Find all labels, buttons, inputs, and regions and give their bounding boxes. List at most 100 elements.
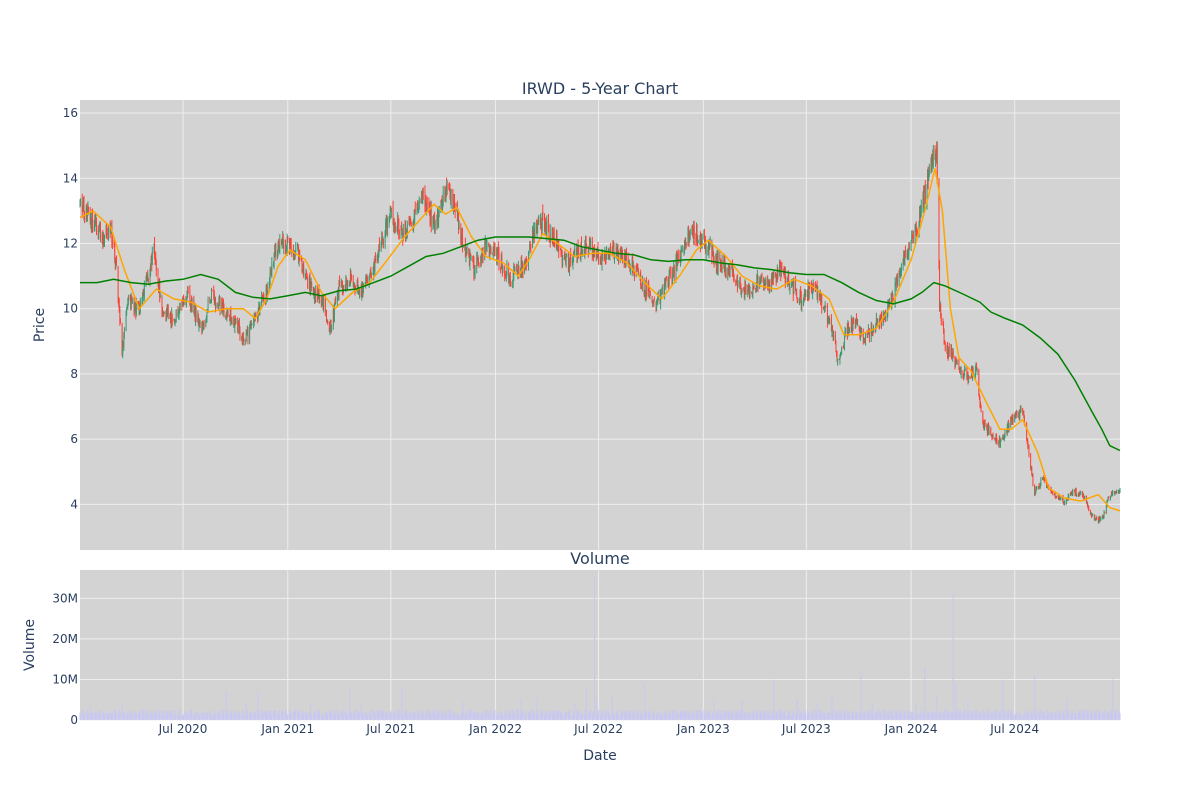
candle-body (956, 361, 958, 365)
volume-bar (1095, 712, 1097, 720)
volume-bar (488, 714, 490, 720)
x-tick-label: Jul 2020 (158, 722, 208, 736)
volume-bar (863, 714, 865, 720)
candle-body (445, 186, 447, 197)
candle-body (625, 254, 627, 266)
volume-bar (608, 714, 610, 720)
volume-bar (489, 714, 491, 720)
candle-body (565, 257, 567, 264)
candle-body (689, 233, 691, 241)
volume-bar (834, 710, 836, 720)
candle-body (950, 348, 952, 353)
volume-plot-area[interactable] (80, 570, 1120, 720)
candle-body (221, 298, 223, 312)
volume-bar (821, 709, 823, 720)
candle-body (958, 359, 960, 368)
volume-bar (289, 709, 291, 720)
candle-body (233, 320, 235, 327)
volume-bar (245, 713, 247, 720)
candle-body (106, 233, 108, 236)
price-plot-area[interactable] (80, 100, 1120, 550)
candle-body (197, 315, 199, 321)
candle-body (715, 257, 717, 264)
candle-body (130, 300, 132, 309)
candle-body (94, 215, 96, 224)
volume-bar (203, 713, 205, 720)
volume-bar (883, 714, 885, 720)
volume-bar (877, 709, 879, 720)
candle-body (486, 241, 488, 246)
candle-body (860, 331, 862, 333)
volume-bar (808, 711, 810, 720)
volume-bar (269, 711, 271, 720)
volume-bar (851, 711, 853, 720)
candle-body (736, 276, 738, 280)
volume-bar (773, 679, 775, 720)
volume-bar (954, 715, 956, 720)
volume-bar (693, 712, 695, 720)
candle-body (389, 218, 391, 221)
volume-bar (765, 710, 767, 720)
candle-body (209, 299, 211, 304)
candle-body (1090, 512, 1092, 514)
candle-body (807, 295, 808, 297)
volume-bar (1022, 714, 1024, 720)
candle-body (166, 308, 167, 319)
volume-bar (831, 695, 833, 720)
candle-body (608, 253, 610, 259)
x-tick-label: Jul 2022 (573, 722, 623, 736)
volume-bar (656, 711, 658, 720)
candle-body (982, 413, 984, 425)
volume-bar (1114, 709, 1116, 720)
volume-bar (241, 715, 243, 720)
volume-bar (263, 711, 265, 720)
volume-bar (181, 714, 183, 720)
candle-body (566, 255, 568, 257)
candle-body (800, 290, 802, 293)
candle-body (283, 245, 285, 248)
candle-body (269, 278, 270, 285)
volume-bar (639, 710, 641, 720)
volume-bar (154, 714, 156, 720)
candle-body (1055, 497, 1057, 499)
candle-body (864, 338, 865, 341)
candle-body (986, 426, 988, 428)
volume-bar (795, 713, 797, 720)
volume-bar (402, 715, 404, 720)
volume-bar (524, 710, 526, 720)
candle-body (912, 236, 914, 238)
candle-body (564, 256, 566, 258)
volume-bar (588, 714, 590, 720)
candle-body (761, 275, 763, 278)
candle-body (353, 283, 355, 286)
candle-body (990, 435, 992, 437)
volume-bar (785, 715, 787, 720)
candle-body (398, 231, 400, 235)
volume-bar (562, 715, 564, 720)
candle-body (556, 234, 557, 248)
candle-body (787, 278, 788, 283)
volume-bar (1018, 710, 1020, 720)
candle-body (865, 332, 866, 342)
volume-bar (735, 710, 737, 720)
volume-bar (422, 713, 424, 720)
volume-bar (453, 713, 455, 720)
candle-body (791, 280, 793, 283)
candle-body (273, 261, 274, 263)
volume-bar (647, 713, 649, 720)
candle-body (935, 157, 936, 160)
candle-body (876, 317, 878, 325)
candle-body (143, 295, 145, 297)
volume-bar (903, 714, 905, 720)
volume-bar (1090, 715, 1092, 720)
volume-bar (692, 710, 694, 720)
candle-body (269, 272, 271, 280)
candle-body (325, 310, 327, 312)
volume-bar (529, 711, 531, 720)
candle-body (397, 219, 399, 222)
volume-bar (418, 714, 420, 720)
volume-bar (591, 711, 593, 720)
volume-bar (281, 709, 283, 720)
volume-bar (436, 709, 438, 720)
volume-bar (842, 715, 844, 720)
